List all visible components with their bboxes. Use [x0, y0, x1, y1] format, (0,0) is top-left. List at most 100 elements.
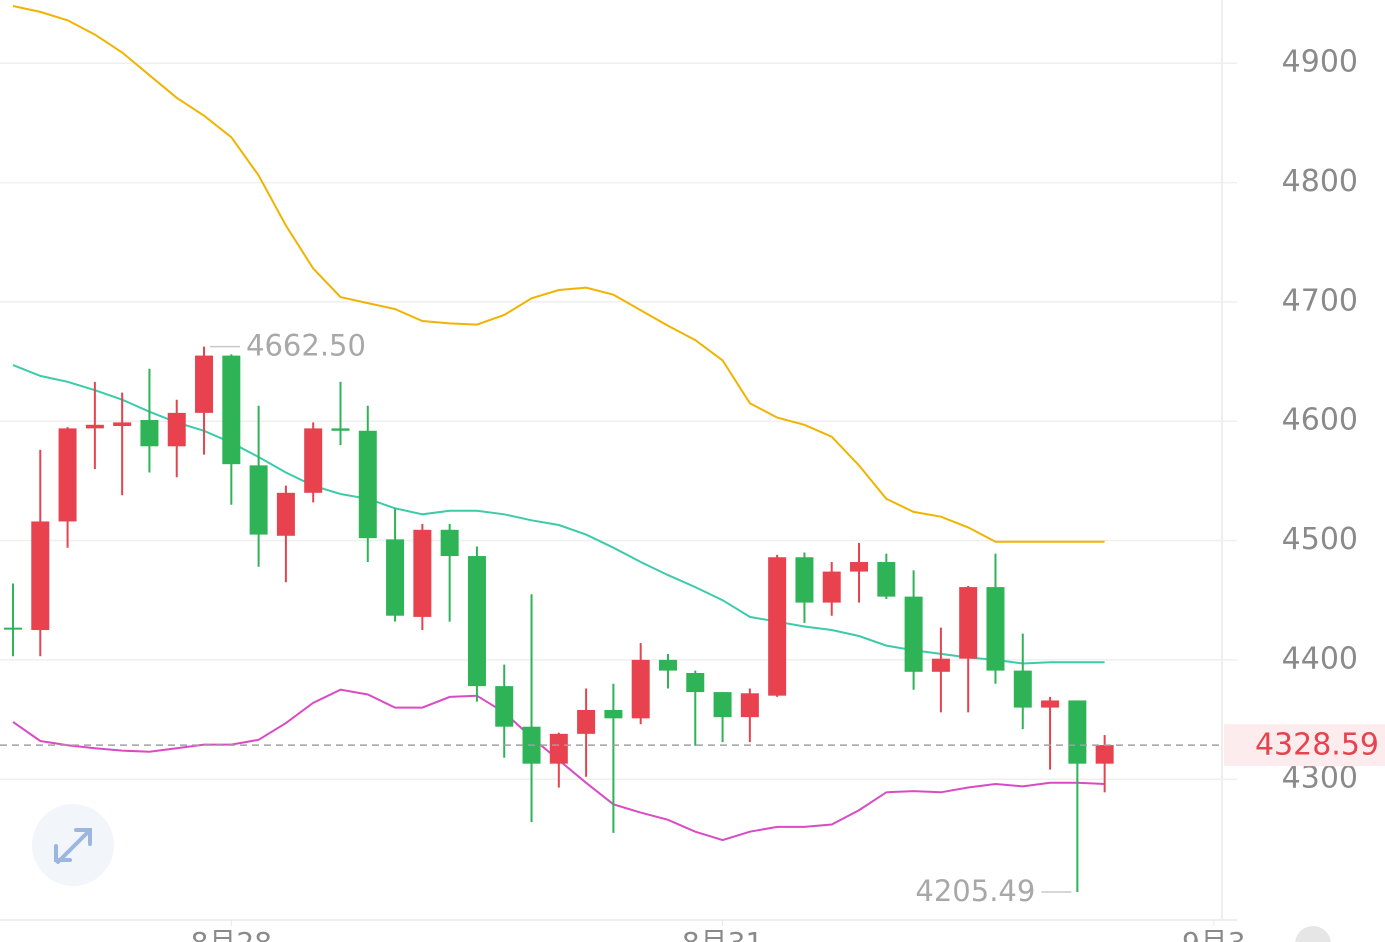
candle — [850, 542, 869, 603]
candle — [467, 546, 486, 702]
candle-body — [304, 428, 323, 493]
candle — [904, 570, 923, 690]
candle — [522, 594, 541, 823]
candle-body — [1068, 700, 1087, 764]
candle-body — [713, 692, 732, 718]
candle-body — [768, 557, 787, 696]
candle-body — [85, 424, 104, 429]
candle — [167, 399, 186, 478]
candle — [577, 688, 596, 777]
y-tick-label: 4700 — [1282, 283, 1358, 318]
candle — [113, 392, 132, 496]
y-tick-label: 4500 — [1282, 522, 1358, 557]
candle-body — [604, 709, 623, 719]
candle-body — [195, 355, 214, 413]
candle — [440, 523, 459, 622]
candle — [549, 732, 568, 788]
y-tick-label: 4800 — [1282, 164, 1358, 199]
candle-body — [358, 430, 377, 539]
candle-body — [686, 672, 705, 693]
candle-body — [959, 587, 978, 659]
candle-body — [276, 492, 295, 536]
candle — [959, 585, 978, 713]
candle — [768, 554, 787, 697]
candle-body — [3, 627, 22, 630]
candle-body — [1095, 745, 1114, 764]
candle — [1041, 696, 1060, 770]
candle — [658, 653, 677, 689]
candle-body — [795, 557, 814, 603]
candle — [713, 692, 732, 743]
candle — [3, 583, 22, 657]
x-tick-label: 9月3 — [1182, 926, 1246, 942]
candle-body — [740, 693, 759, 718]
candle-body — [386, 539, 405, 616]
candle — [740, 688, 759, 743]
candle-body — [904, 596, 923, 672]
candle — [276, 485, 295, 583]
expand-button[interactable] — [32, 804, 114, 886]
candle-body — [467, 556, 486, 687]
candle-body — [1041, 700, 1060, 708]
candle-body — [577, 709, 596, 734]
x-tick-label: 8月31 — [682, 926, 763, 942]
indicator-line — [12, 364, 1105, 665]
indicator-line — [12, 5, 1105, 543]
last-price-bg — [1224, 724, 1385, 767]
candle-body — [31, 521, 50, 631]
candle-body — [331, 428, 350, 431]
candle-body — [249, 465, 268, 535]
candle — [140, 368, 159, 473]
y-tick-label: 4300 — [1282, 761, 1358, 796]
expand-icon[interactable] — [54, 828, 92, 864]
candle — [1013, 633, 1032, 730]
x-tick-label: 8月28 — [191, 926, 272, 942]
grid — [0, 62, 1237, 780]
candle — [358, 405, 377, 563]
candle-body — [440, 529, 459, 557]
candle-body — [631, 659, 650, 719]
candle — [877, 553, 896, 600]
candle — [195, 346, 214, 455]
candle-body — [167, 412, 186, 447]
candle-body — [850, 562, 869, 572]
candle — [986, 553, 1005, 684]
candle — [1068, 700, 1087, 892]
candle — [604, 683, 623, 833]
candle — [222, 354, 241, 505]
candle-body — [658, 659, 677, 671]
candle — [495, 664, 514, 758]
y-tick-label: 4600 — [1282, 403, 1358, 438]
candle-body — [222, 355, 241, 465]
candle — [413, 523, 432, 631]
candle — [31, 449, 50, 657]
y-tick-label: 4900 — [1282, 45, 1358, 80]
chart-frame — [0, 0, 1237, 921]
candle — [686, 670, 705, 746]
candle-body — [877, 562, 896, 597]
candle-body — [58, 428, 77, 522]
candle-body — [931, 658, 950, 672]
corner-button[interactable] — [1295, 926, 1331, 942]
candle — [304, 422, 323, 503]
candle-body — [140, 420, 159, 447]
annotation-label: 4205.49 — [915, 874, 1035, 908]
candle-body — [1013, 670, 1032, 708]
candle-body — [495, 686, 514, 727]
candle — [85, 381, 104, 469]
y-tick-label: 4400 — [1282, 641, 1358, 676]
candle — [58, 427, 77, 548]
candle-body — [986, 587, 1005, 671]
annotation-label: 4662.50 — [246, 329, 366, 363]
candle — [386, 508, 405, 622]
candle — [249, 405, 268, 567]
candle-body — [822, 571, 841, 603]
last-price-label: 4328.59 — [1255, 728, 1379, 763]
candle — [631, 643, 650, 725]
candle-body — [413, 529, 432, 617]
candle-body — [549, 733, 568, 764]
candle — [822, 562, 841, 616]
candle — [931, 627, 950, 713]
